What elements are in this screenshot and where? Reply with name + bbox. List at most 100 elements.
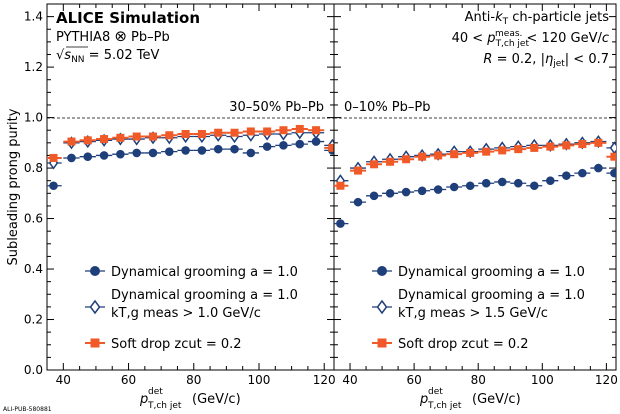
data-point: [482, 147, 491, 156]
data-point: [594, 163, 603, 173]
svg-text:T,ch jet: T,ch jet: [427, 401, 462, 411]
data-point: [295, 124, 304, 133]
data-point: [546, 142, 555, 151]
x-axis-label-left: p det T,ch jet (GeV/c): [139, 387, 241, 411]
data-point: [49, 153, 58, 162]
svg-text:p: p: [419, 392, 428, 407]
left-ytick-labels: 0.0 0.2 0.4 0.6 0.8 1.0 1.2 1.4: [24, 10, 43, 377]
right-series: [334, 134, 616, 228]
data-point: [465, 181, 475, 191]
data-point: [578, 140, 587, 149]
svg-text:(GeV/c): (GeV/c): [472, 392, 521, 407]
data-point: [148, 148, 158, 158]
pt-range-label: 40 < pT,ch jetmeas. < 120 GeV/c: [452, 29, 609, 49]
data-point: [370, 160, 379, 169]
y-tick-label: 0.4: [24, 262, 43, 276]
data-point: [197, 129, 206, 138]
x-tick-label: 40: [342, 373, 357, 387]
data-point: [529, 181, 539, 191]
x-tick-label: 80: [186, 373, 201, 387]
data-point: [148, 132, 157, 141]
y-tick-label: 0.0: [24, 363, 43, 377]
energy-label: √sNN = 5.02 TeV: [56, 48, 160, 65]
right-panel-label: 0–10% Pb–Pb: [344, 100, 430, 115]
data-point: [197, 146, 207, 155]
x-tick-label: 100: [248, 373, 271, 387]
data-point: [386, 157, 395, 166]
data-point: [546, 176, 555, 185]
data-point: [230, 128, 239, 137]
data-point: [418, 152, 427, 161]
x-tick-label: 120: [595, 373, 618, 387]
x-axis-label-right: p det T,ch jet (GeV/c): [419, 387, 521, 411]
x-tick-label: 40: [56, 373, 71, 387]
data-point: [497, 177, 507, 187]
y-tick-label: 1.0: [24, 111, 43, 125]
data-point: [610, 168, 616, 178]
data-point: [433, 185, 443, 194]
svg-text:(GeV/c): (GeV/c): [192, 392, 241, 407]
svg-text:T,ch jet: T,ch jet: [147, 401, 182, 411]
left-panel-label: 30–50% Pb–Pb: [229, 100, 324, 115]
data-point: [246, 127, 255, 136]
data-point: [328, 143, 334, 152]
data-point: [132, 132, 141, 141]
data-point: [562, 141, 571, 150]
data-point: [610, 152, 616, 161]
legend-marker: [89, 299, 101, 315]
svg-text:p: p: [139, 392, 148, 407]
data-point: [295, 139, 305, 149]
legend-label: Dynamical grooming a = 1.0: [111, 288, 298, 303]
data-point: [165, 147, 174, 156]
legend-sublabel: kT,g meas > 1.5 GeV/c: [398, 306, 548, 321]
data-point: [498, 146, 507, 155]
x-tick-label: 60: [121, 373, 136, 387]
data-point: [83, 136, 92, 145]
legend-marker: [90, 338, 100, 348]
svg-text:det: det: [428, 387, 443, 397]
legend-marker: [90, 266, 100, 276]
data-point: [466, 148, 475, 157]
data-point: [181, 146, 190, 155]
data-point: [263, 127, 272, 136]
y-tick-label: 0.2: [24, 313, 43, 327]
experiment-label: ALICE Simulation: [56, 9, 200, 27]
data-point: [609, 141, 616, 155]
data-point: [100, 135, 109, 144]
data-point: [481, 178, 491, 188]
right-plot-frame: [333, 3, 617, 371]
panel-0-10: 40 60 80 100 120 0–10% Pb–Pb: [333, 3, 618, 387]
series-filled-square: [47, 124, 334, 162]
data-point: [279, 141, 288, 150]
legend-label: Dynamical grooming a = 1.0: [398, 288, 585, 303]
legend-marker: [377, 338, 387, 348]
y-tick-label: 0.8: [24, 161, 43, 175]
legend-entry: Dynamical grooming a = 1.0 kT,g meas > 1.…: [85, 288, 298, 321]
publication-id: ALI-PUB-580881: [3, 406, 52, 413]
data-point: [530, 143, 539, 152]
data-point: [336, 181, 345, 190]
data-point: [181, 129, 190, 138]
data-point: [312, 126, 321, 135]
data-point: [67, 153, 76, 163]
data-point: [246, 148, 256, 158]
panel-30-50: 0.0 0.2 0.4 0.6 0.8 1.0 1.2 1.4 40 60 80 100 120 30…: [24, 3, 336, 387]
data-point: [513, 178, 523, 188]
data-point: [132, 148, 141, 158]
y-tick-label: 1.4: [24, 10, 43, 24]
legend-entry: Soft drop zcut = 0.2: [85, 337, 242, 352]
data-point: [385, 189, 395, 198]
data-point: [230, 144, 239, 154]
x-tick-label: 100: [531, 373, 554, 387]
right-xtick-labels: 40 60 80 100 120: [342, 373, 617, 387]
data-point: [83, 152, 93, 162]
data-point: [116, 133, 125, 142]
legend-sublabel: kT,g meas > 1.0 GeV/c: [111, 306, 261, 321]
radius-eta-label: R = 0.2, |ηjet| < 0.7: [483, 52, 609, 69]
data-point: [49, 181, 58, 191]
data-point: [369, 191, 379, 201]
data-point: [594, 138, 603, 147]
data-point: [354, 166, 363, 175]
